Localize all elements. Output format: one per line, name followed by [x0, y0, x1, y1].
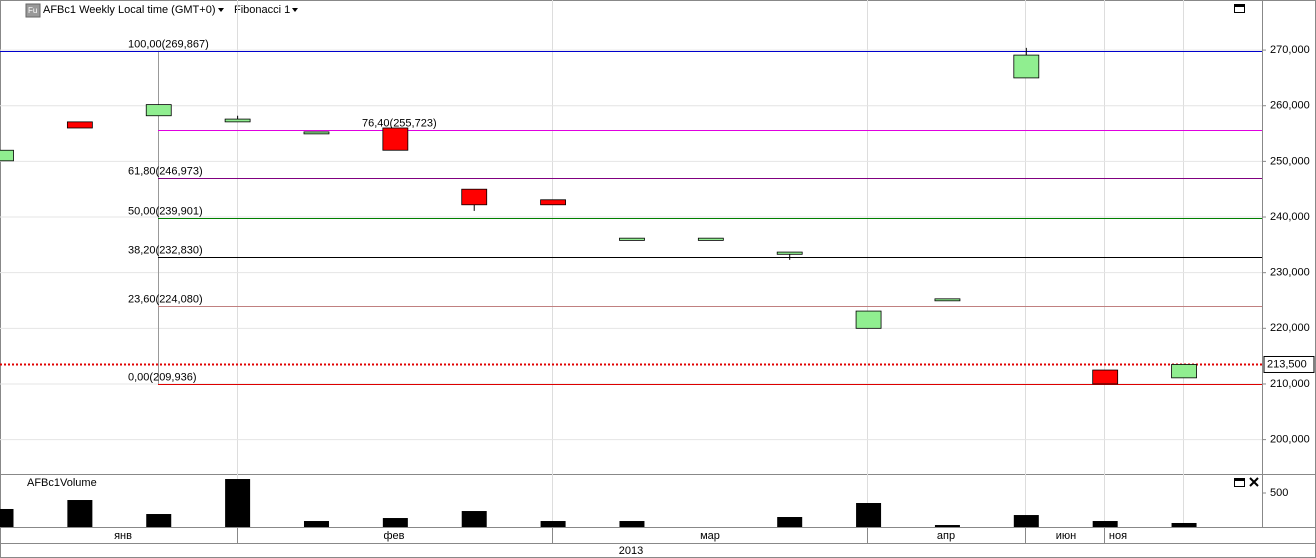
last-price-label: 213,500 [1267, 358, 1307, 370]
month-label: фев [383, 530, 404, 542]
candle-body [776, 251, 803, 255]
candle-body [540, 199, 566, 206]
volume-bar [777, 517, 803, 527]
volume-bar [0, 508, 14, 527]
candle-body [66, 121, 93, 129]
fib-label: 23,60(224,080) [128, 293, 203, 305]
volume-bar [856, 503, 882, 527]
y-tick-label: 500 [1270, 487, 1288, 499]
volume-bar [934, 525, 960, 527]
fib-label: 0,00(209,936) [128, 371, 197, 383]
y-tick-label: 250,000 [1270, 155, 1310, 167]
symbol-icon-text: Fu [28, 6, 37, 15]
fib-label: 76,40(255,723) [362, 117, 437, 129]
y-tick-label: 270,000 [1270, 44, 1310, 56]
candle-body [0, 149, 14, 162]
y-tick-label: 230,000 [1270, 267, 1310, 279]
candle-body [1013, 54, 1040, 79]
month-label: ноя [1109, 530, 1127, 542]
volume-bar [461, 511, 487, 527]
last-price-box [1263, 355, 1315, 373]
y-tick-label: 220,000 [1270, 322, 1310, 334]
year-label: 2013 [619, 545, 643, 557]
y-tick-label: 200,000 [1270, 434, 1310, 446]
symbol-info[interactable]: AFBc1 Weekly Local time (GMT+0) [43, 4, 215, 16]
indicator-name[interactable]: Fibonacci 1 [234, 4, 290, 16]
month-label: янв [114, 530, 132, 542]
fib-label: 38,20(232,830) [128, 244, 203, 256]
dropdown-arrow[interactable] [218, 8, 224, 12]
volume-title: AFBc1Volume [27, 477, 97, 489]
month-label: июн [1056, 530, 1076, 542]
fib-label: 100,00(269,867) [128, 38, 209, 50]
volume-bar [146, 514, 172, 527]
candle-body [224, 118, 251, 123]
volume-bar [1092, 521, 1118, 527]
volume-bar [1013, 515, 1039, 527]
y-tick-label: 210,000 [1270, 378, 1310, 390]
fib-label: 50,00(239,901) [128, 205, 203, 217]
volume-bar [540, 521, 566, 527]
dropdown-arrow[interactable] [292, 8, 298, 12]
volume-bar [303, 521, 329, 527]
candle-body [697, 237, 724, 241]
volume-bar [619, 521, 645, 527]
candle-body [855, 310, 882, 329]
month-label: апр [937, 530, 955, 542]
y-tick-label: 240,000 [1270, 211, 1310, 223]
candle-body [619, 237, 645, 241]
fib-label: 61,80(246,973) [128, 165, 203, 177]
month-label: мар [700, 530, 720, 542]
candle-body [1092, 369, 1119, 385]
candle-body [145, 104, 172, 117]
maximize-button[interactable] [1234, 478, 1245, 487]
close-button[interactable] [1249, 477, 1259, 487]
candle-body [303, 131, 330, 135]
y-tick-label: 260,000 [1270, 100, 1310, 112]
candle-body [461, 188, 488, 206]
volume-bar [67, 500, 93, 527]
maximize-button[interactable] [1234, 4, 1245, 13]
volume-bar [225, 479, 251, 527]
candle-body [1171, 364, 1197, 379]
volume-bar [1171, 522, 1197, 527]
candle-body [382, 127, 409, 151]
symbol-icon[interactable] [25, 3, 41, 18]
candle-body [934, 298, 961, 302]
volume-bar [382, 518, 408, 527]
